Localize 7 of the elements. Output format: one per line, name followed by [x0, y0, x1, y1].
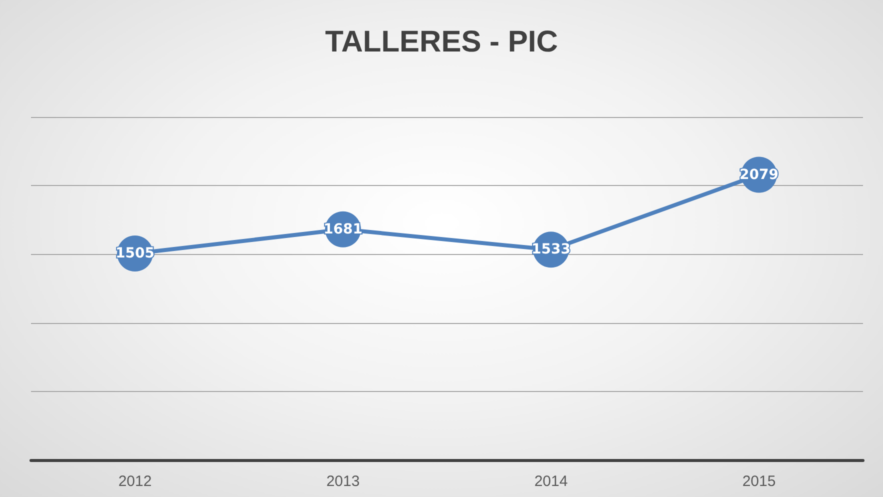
data-label: 1505 [116, 246, 154, 262]
chart-title: TALLERES - PIC [325, 26, 558, 58]
x-tick-label: 2015 [742, 473, 776, 490]
x-tick-label: 2014 [534, 473, 568, 490]
x-tick-label: 2013 [326, 473, 360, 490]
data-label: 1681 [324, 221, 362, 238]
x-tick-label: 2012 [118, 473, 152, 490]
